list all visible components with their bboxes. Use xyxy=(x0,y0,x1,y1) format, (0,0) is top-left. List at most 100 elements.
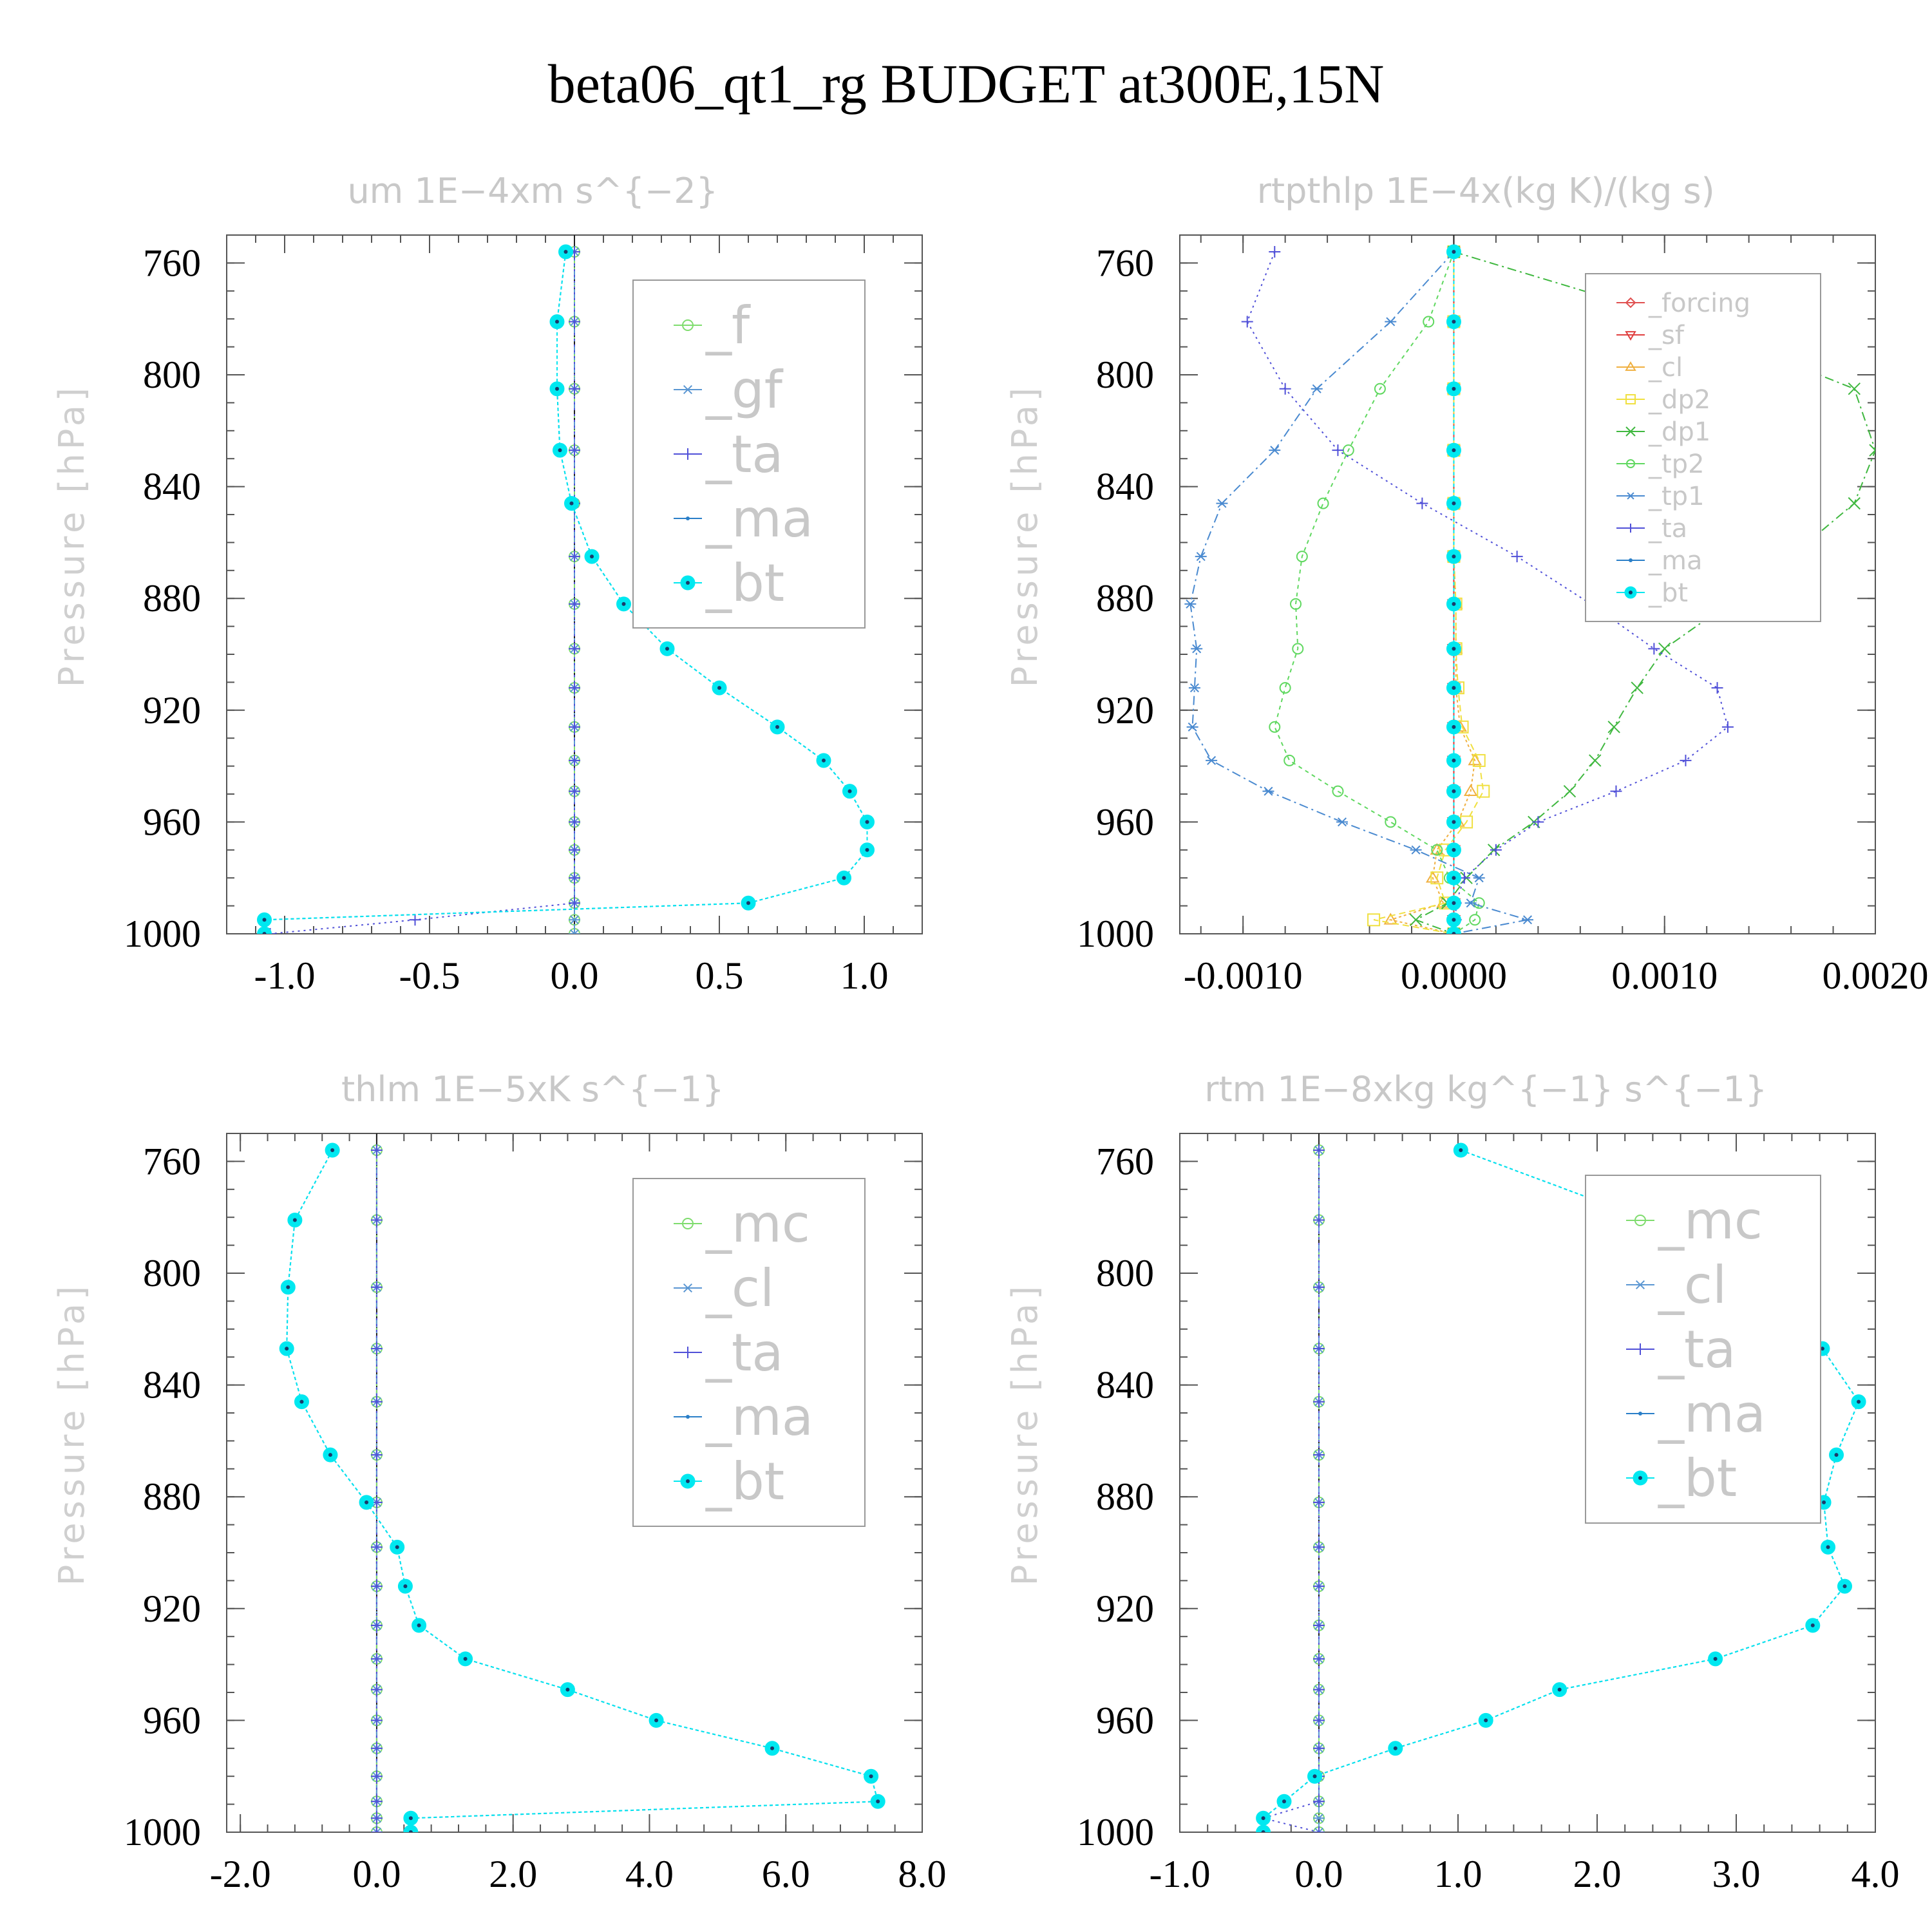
legend-label: _ma xyxy=(705,489,813,549)
marker-point xyxy=(1313,1144,1325,1157)
series-line-tp1 xyxy=(1189,251,1528,934)
marker-center xyxy=(328,1453,332,1457)
marker-point xyxy=(682,448,694,460)
y-tick-label: 1000 xyxy=(1077,913,1154,955)
marker-center xyxy=(262,918,267,922)
marker-point xyxy=(1191,644,1203,654)
legend-label: _ta xyxy=(1648,514,1687,544)
marker-point xyxy=(569,754,580,766)
marker-point xyxy=(1610,785,1622,797)
x-tick-label: -1.0 xyxy=(254,954,316,997)
marker-center xyxy=(1452,918,1456,922)
marker-point xyxy=(1648,643,1660,655)
marker-center xyxy=(1713,1656,1718,1661)
marker-point xyxy=(1313,1496,1325,1508)
x-tick-label: 4.0 xyxy=(1852,1853,1900,1895)
marker-point xyxy=(370,1580,383,1593)
marker-point xyxy=(1186,722,1198,732)
legend-label: _ma xyxy=(705,1387,813,1447)
y-tick-label: 880 xyxy=(1096,1475,1154,1518)
legend-label: _cl xyxy=(1648,353,1683,383)
marker-point xyxy=(1317,497,1329,509)
marker-point xyxy=(1283,754,1296,766)
marker-center xyxy=(1857,1399,1861,1404)
y-tick-label: 1000 xyxy=(1077,1811,1154,1853)
marker-center xyxy=(1452,250,1456,254)
legend-label: _ta xyxy=(705,424,783,484)
marker-point xyxy=(1490,844,1502,856)
y-tick-label: 920 xyxy=(143,689,201,732)
marker-point xyxy=(1631,681,1643,694)
y-tick-label: 1000 xyxy=(124,913,201,955)
marker-center xyxy=(1452,647,1456,651)
marker-center xyxy=(1261,1816,1265,1821)
marker-point xyxy=(1711,682,1723,694)
y-tick-label: 840 xyxy=(143,466,201,508)
marker-point xyxy=(1269,721,1281,733)
marker-center xyxy=(1452,554,1456,559)
marker-point xyxy=(569,551,580,563)
marker-point xyxy=(1336,817,1348,827)
y-tick-label: 920 xyxy=(143,1587,201,1630)
legend-label: _bt xyxy=(705,1452,784,1511)
marker-point xyxy=(1477,784,1490,798)
marker-point xyxy=(1469,914,1481,926)
marker-center xyxy=(717,686,721,690)
marker-point xyxy=(1625,394,1636,404)
y-tick-label: 920 xyxy=(1096,1587,1154,1630)
y-tick-label: 760 xyxy=(1096,242,1154,284)
legend-label: _mc xyxy=(1658,1191,1763,1251)
marker-point xyxy=(1431,844,1443,856)
marker-center xyxy=(463,1656,468,1661)
marker-point xyxy=(370,1396,383,1408)
marker-point xyxy=(1464,898,1477,908)
legend-box xyxy=(1585,273,1821,622)
series-group xyxy=(257,244,875,934)
x-tick-label: 2.0 xyxy=(1573,1853,1622,1895)
marker-center xyxy=(1452,319,1456,324)
marker-point xyxy=(1313,1742,1325,1754)
marker-center xyxy=(865,848,869,852)
legend-box xyxy=(1585,1175,1821,1524)
marker-point xyxy=(1188,683,1200,693)
marker-point xyxy=(1313,1619,1325,1631)
marker-center xyxy=(869,1774,873,1779)
marker-center xyxy=(665,647,669,651)
marker-point xyxy=(257,926,272,934)
legend: _mc_cl_ta_ma_bt xyxy=(632,1178,866,1527)
marker-point xyxy=(1511,551,1523,563)
marker-center xyxy=(621,601,626,606)
marker-point xyxy=(1430,871,1444,885)
marker-point xyxy=(1313,1541,1325,1553)
marker-center xyxy=(1393,1746,1397,1750)
marker-point xyxy=(569,915,580,925)
marker-point xyxy=(1256,1824,1271,1832)
x-tick-label: 3.0 xyxy=(1712,1853,1761,1895)
marker-point xyxy=(370,1619,383,1631)
x-tick-label: 2.0 xyxy=(489,1853,537,1895)
marker-point xyxy=(1313,1653,1325,1665)
legend-box xyxy=(632,1178,866,1527)
marker-point xyxy=(370,1742,383,1754)
series-line-ta xyxy=(1246,251,1729,934)
series-group xyxy=(279,1142,886,1832)
marker-point xyxy=(1463,784,1478,796)
y-tick-label: 960 xyxy=(143,1699,201,1741)
marker-center xyxy=(1452,758,1456,762)
marker-center xyxy=(1834,1453,1839,1457)
marker-point xyxy=(1241,316,1253,328)
marker-point xyxy=(1313,1343,1325,1355)
marker-point xyxy=(403,1824,419,1832)
marker-point xyxy=(370,1714,383,1727)
series-group xyxy=(1256,1142,1866,1832)
marker-center xyxy=(1452,789,1456,793)
figure-title: beta06_qt1_rg BUDGET at300E,15N xyxy=(547,53,1385,115)
marker-center xyxy=(686,1479,690,1483)
legend-label: _bt xyxy=(1648,578,1688,608)
plot-frame xyxy=(1179,234,1876,934)
marker-center xyxy=(1452,901,1456,905)
marker-point xyxy=(1184,599,1197,609)
legend-label: _bt xyxy=(705,553,784,613)
legend-label: _cl xyxy=(705,1258,774,1318)
marker-point xyxy=(569,383,580,395)
